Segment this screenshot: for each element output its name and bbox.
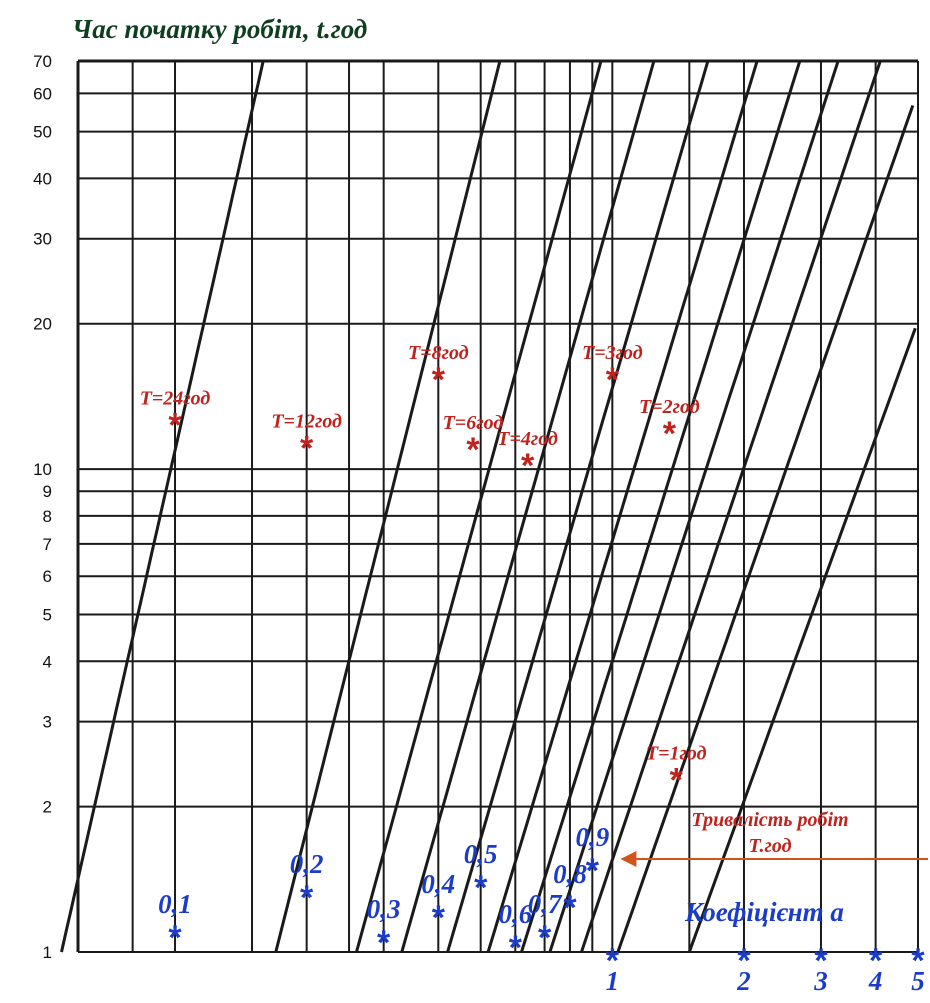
- y-tick-label: 20: [33, 315, 52, 334]
- y-tick-label: 8: [43, 507, 52, 526]
- x-mark-asterisk: *: [300, 879, 314, 917]
- y-tick-label: 10: [33, 460, 52, 479]
- x-mark-asterisk: *: [586, 852, 600, 890]
- duration-curve: [687, 327, 917, 953]
- x-mark-label: 3: [813, 966, 828, 996]
- x-mark-asterisk: *: [606, 942, 620, 980]
- duration-label: T=8год: [408, 342, 469, 364]
- duration-label: T=12год: [271, 410, 342, 432]
- x-mark-asterisk: *: [377, 924, 391, 962]
- curve-family: [60, 60, 917, 953]
- annotation-line1: Тривалість робіт: [691, 809, 848, 831]
- y-axis-ticks: 1 2 3 4 5 6 7 8 9 10 20 30 40 50 60 70: [33, 52, 52, 962]
- x-mark-asterisk: *: [911, 942, 925, 980]
- duration-points: *T=24год*T=12год*T=8год*T=6год*T=4год*T=…: [140, 342, 707, 799]
- x-mark-asterisk: *: [538, 919, 552, 957]
- x-mark-label: 0,1: [158, 889, 192, 919]
- x-mark-label: 0,5: [464, 839, 498, 869]
- y-tick-label: 30: [33, 230, 52, 249]
- duration-label: T=2год: [639, 396, 700, 418]
- duration-annotation: Тривалість робіт Т.год: [620, 809, 928, 867]
- y-tick-label: 50: [33, 123, 52, 142]
- duration-point: *: [466, 431, 480, 469]
- x-mark-label: 2: [736, 966, 751, 996]
- x-mark-label: 5: [911, 966, 925, 996]
- y-tick-label: 1: [43, 943, 52, 962]
- x-mark-asterisk: *: [737, 942, 751, 980]
- x-mark-asterisk: *: [168, 919, 182, 957]
- x-mark-label: 1: [606, 966, 620, 996]
- duration-point: *: [670, 761, 684, 799]
- duration-curve: [446, 60, 710, 953]
- x-mark-asterisk: *: [474, 869, 488, 907]
- x-axis-marks: *0,1 *0,2*0,3 *0,4 *0,5*0,6*0,7 *0,8*0,9*1*2…: [158, 822, 925, 996]
- duration-label: T=24год: [140, 387, 211, 409]
- y-tick-label: 6: [43, 567, 52, 586]
- duration-point: *: [168, 406, 182, 444]
- duration-curve: [520, 60, 802, 953]
- x-mark-label: 0,2: [290, 849, 324, 879]
- annotation-line2: Т.год: [749, 835, 792, 857]
- x-mark-label: 0,7: [528, 889, 563, 919]
- x-mark-label: 0,6: [498, 899, 532, 929]
- duration-curve: [486, 60, 759, 953]
- x-mark-label: 0,9: [575, 822, 609, 852]
- x-mark-label: 0,3: [367, 894, 401, 924]
- duration-curve: [616, 105, 915, 953]
- y-tick-label: 7: [43, 535, 52, 554]
- y-tick-label: 70: [33, 52, 52, 71]
- x-mark-asterisk: *: [432, 899, 446, 937]
- duration-point: *: [663, 415, 677, 453]
- duration-curve: [60, 60, 265, 953]
- duration-curve: [548, 60, 840, 953]
- y-tick-label: 60: [33, 84, 52, 103]
- duration-label: T=6год: [443, 412, 504, 434]
- y-tick-label: 3: [43, 713, 52, 732]
- x-mark-label: 0,4: [421, 869, 455, 899]
- x-mark-label: 4: [868, 966, 883, 996]
- x-mark-asterisk: *: [869, 942, 883, 980]
- duration-curve: [274, 60, 502, 953]
- duration-label: T=3год: [582, 342, 643, 364]
- duration-point: *: [521, 447, 535, 485]
- duration-label: T=4год: [497, 428, 558, 450]
- duration-curve: [355, 60, 603, 953]
- x-mark-label: 0,8: [553, 859, 587, 889]
- y-tick-label: 5: [43, 605, 52, 624]
- y-tick-label: 2: [43, 798, 52, 817]
- x-axis-label: Коефіцієнт а: [684, 897, 844, 927]
- y-tick-label: 40: [33, 169, 52, 188]
- x-mark-asterisk: *: [563, 889, 577, 927]
- y-tick-label: 4: [43, 652, 52, 671]
- duration-curve: [580, 60, 882, 953]
- x-mark-asterisk: *: [814, 942, 828, 980]
- duration-curve: [400, 60, 656, 953]
- duration-point: *: [432, 361, 446, 399]
- x-mark-asterisk: *: [509, 929, 523, 967]
- y-tick-label: 9: [43, 482, 52, 501]
- duration-point: *: [606, 361, 620, 399]
- duration-label: T=1год: [646, 742, 707, 764]
- duration-point: *: [300, 429, 314, 467]
- chart-title: Час початку робіт, t.год: [72, 14, 367, 44]
